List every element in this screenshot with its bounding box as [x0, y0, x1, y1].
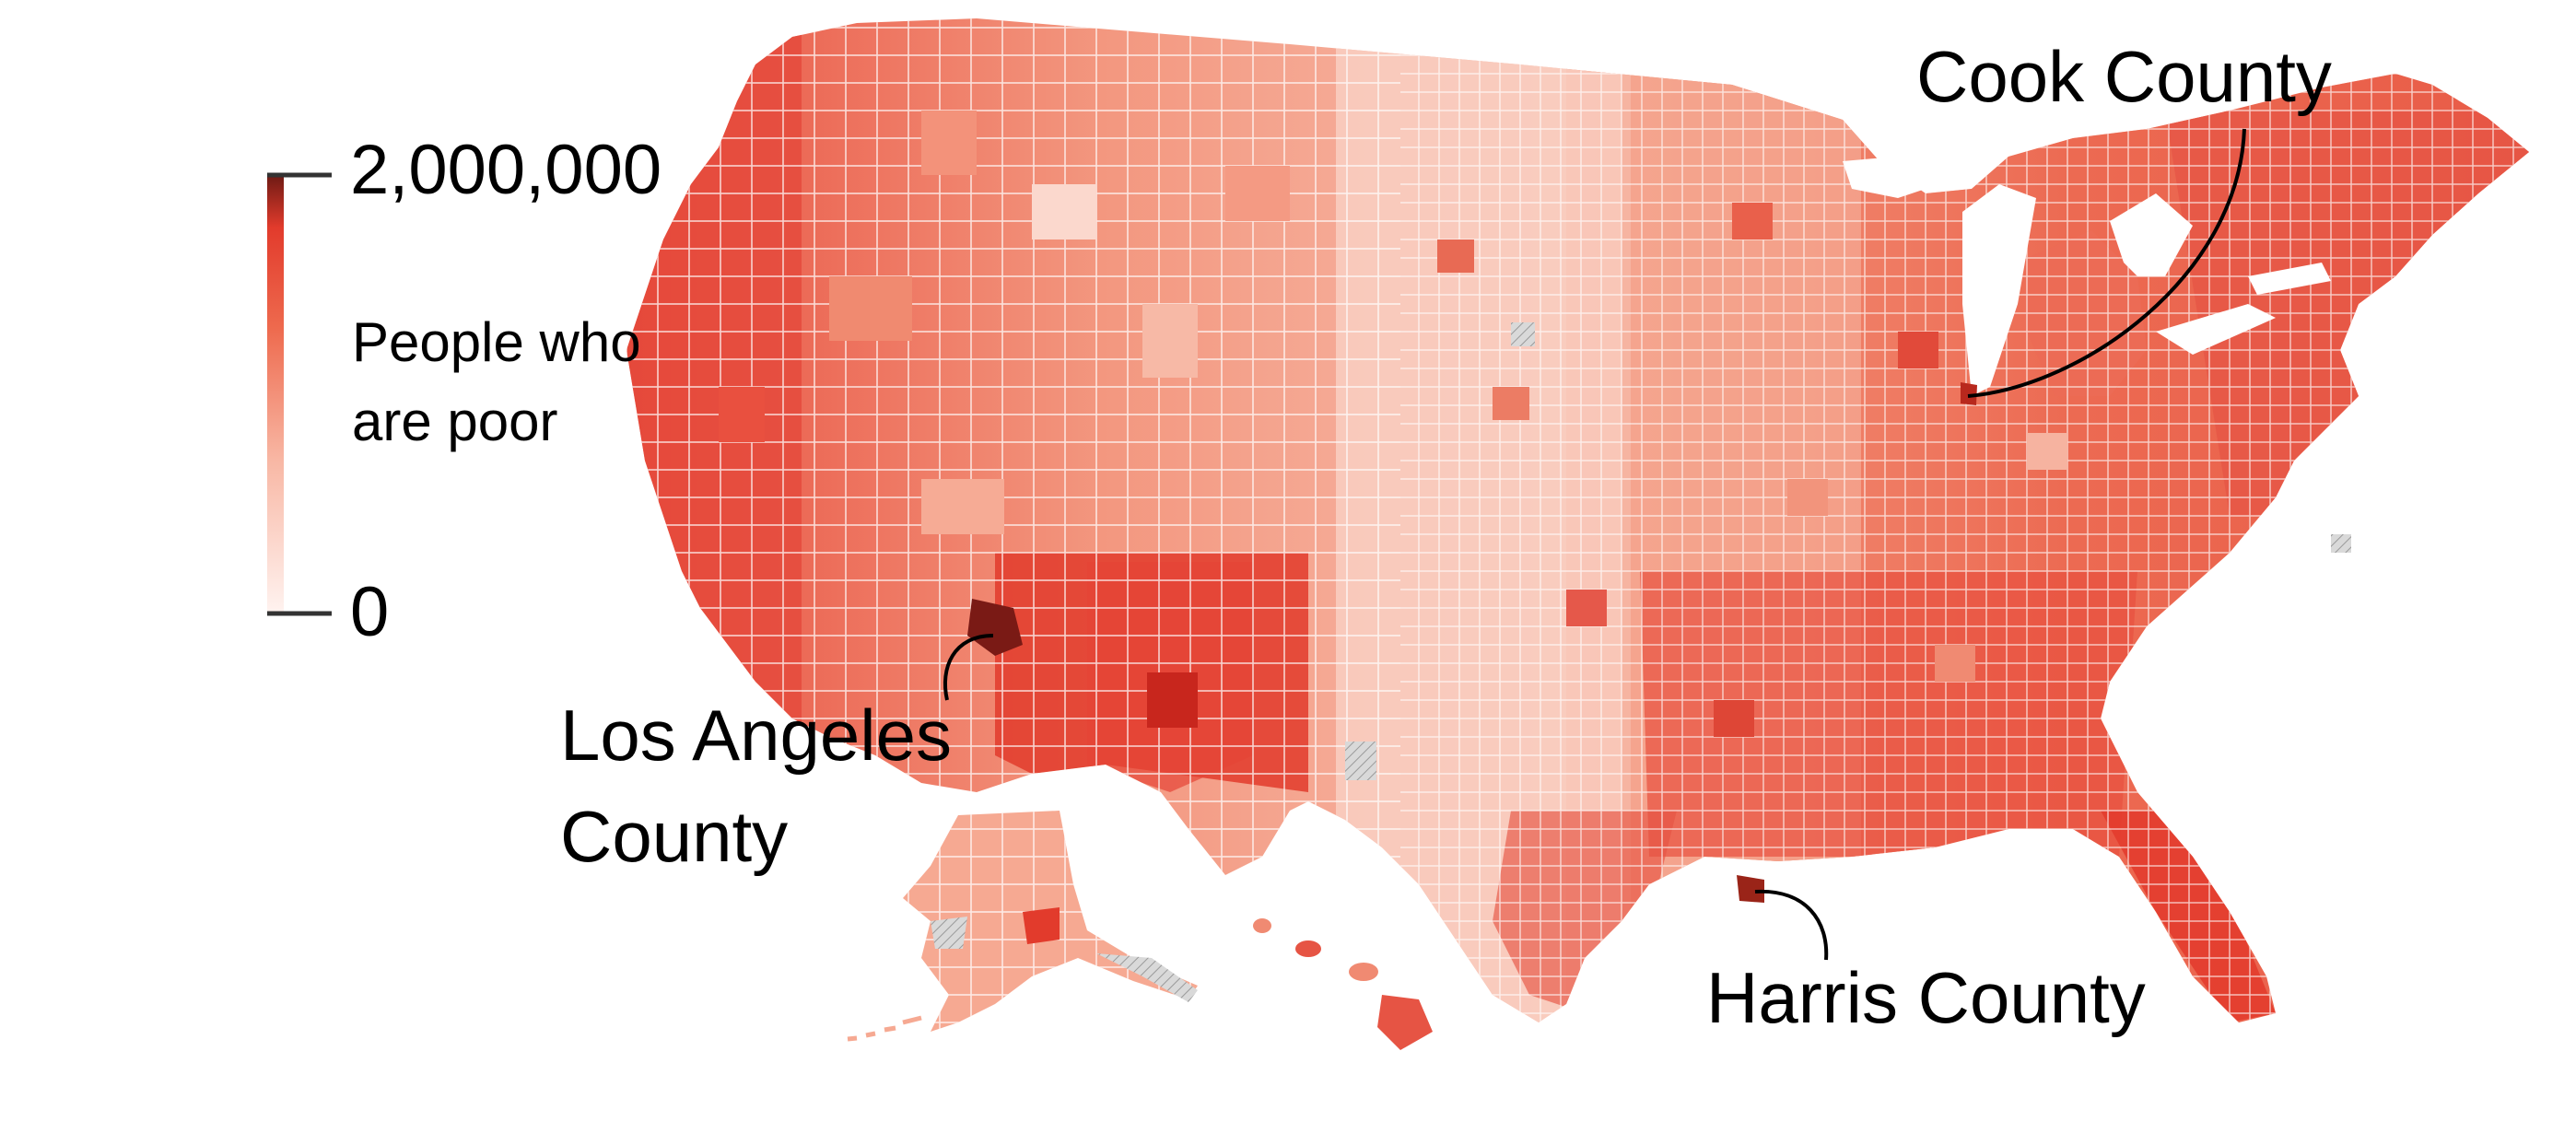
hawaii-kauai — [1253, 918, 1271, 933]
legend-color-bar — [267, 175, 284, 613]
legend: 2,000,000 0 People who are poor — [267, 131, 662, 651]
legend-max-label: 2,000,000 — [350, 131, 662, 209]
nodata-area-2 — [1345, 742, 1376, 780]
great-lakes — [1843, 155, 2331, 396]
county-patches — [719, 111, 2067, 737]
callout-los-angeles: Los Angeles County — [560, 634, 994, 877]
michigan-counties — [2027, 230, 2147, 396]
harris-leader-line — [1754, 889, 1829, 961]
maricopa-county — [1147, 672, 1198, 728]
callout-harris-county: Harris County — [1706, 889, 2146, 1038]
alaska-southeast — [1096, 953, 1198, 1002]
legend-min-label: 0 — [350, 573, 389, 651]
la-county-label-line1: Los Angeles — [560, 695, 952, 776]
harris-county — [1737, 875, 1764, 903]
hawaii-big-island — [1377, 995, 1433, 1050]
la-county-label-line2: County — [560, 796, 788, 877]
nodata-area-3 — [2331, 534, 2351, 553]
los-angeles-county — [967, 599, 1023, 656]
cook-leader-line — [1967, 128, 2246, 398]
contiguous-us — [626, 18, 2529, 1022]
nodata-area-1 — [1511, 322, 1535, 346]
harris-county-label: Harris County — [1706, 957, 2146, 1038]
legend-title-line2: are poor — [352, 391, 557, 452]
alaska-anchorage — [1023, 907, 1060, 944]
cook-county — [1961, 382, 1977, 405]
alaska-nodata — [931, 917, 967, 949]
cook-county-label: Cook County — [1916, 36, 2332, 117]
hawaii-maui — [1349, 963, 1378, 981]
aleutian-islands — [847, 1015, 922, 1042]
alaska — [847, 811, 1198, 1042]
hawaii-oahu — [1295, 940, 1321, 957]
hawaii — [1253, 918, 1433, 1050]
legend-title-line1: People who — [352, 311, 641, 373]
la-leader-line — [943, 634, 994, 701]
callout-cook-county: Cook County — [1916, 36, 2332, 398]
